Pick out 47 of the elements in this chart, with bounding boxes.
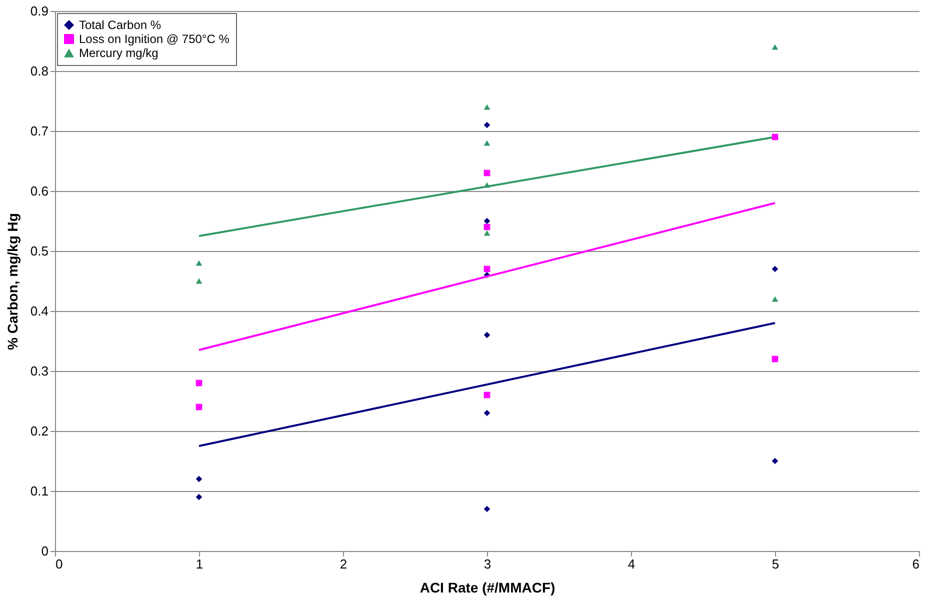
y-tick-label: 0.4 (30, 304, 48, 318)
point (772, 266, 778, 272)
point (484, 224, 490, 230)
y-tick-label: 0.2 (30, 424, 48, 438)
x-tick-label: 6 (912, 556, 920, 572)
x-tick-label: 4 (628, 556, 636, 572)
point (196, 278, 202, 284)
point (196, 476, 202, 482)
x-tick-label: 5 (772, 556, 780, 572)
x-tick-label: 1 (196, 556, 204, 572)
legend-label: Total Carbon % (79, 18, 162, 32)
point (484, 104, 490, 110)
point (484, 170, 490, 176)
y-tick-label: 0.6 (30, 184, 48, 198)
legend-label: Mercury mg/kg (79, 46, 158, 60)
point (196, 260, 202, 266)
legend-label: Loss on Ignition @ 750°C % (79, 32, 230, 46)
y-tick-label: 0.9 (30, 4, 48, 18)
point (196, 404, 202, 410)
point (484, 122, 490, 128)
point (484, 266, 490, 272)
x-tick-label: 2 (340, 556, 348, 572)
point (484, 410, 490, 416)
point (772, 356, 778, 362)
point (484, 392, 490, 398)
y-tick-label: 0.3 (30, 364, 48, 378)
x-tick-label: 3 (484, 556, 492, 572)
y-tick-label: 0 (41, 544, 48, 558)
point (484, 506, 490, 512)
point (484, 218, 490, 224)
point (484, 230, 490, 236)
point (484, 332, 490, 338)
point (772, 44, 778, 50)
y-tick-label: 0.1 (30, 484, 48, 498)
x-axis-title: ACI Rate (#/MMACF) (420, 580, 556, 596)
point (484, 140, 490, 146)
point (484, 182, 490, 188)
y-tick-label: 0.8 (30, 64, 48, 78)
point (196, 380, 202, 386)
y-axis-title: % Carbon, mg/kg Hg (4, 213, 20, 350)
point (772, 134, 778, 140)
point (196, 494, 202, 500)
point (772, 458, 778, 464)
x-tick-label: 0 (56, 556, 63, 572)
point (772, 296, 778, 302)
y-tick-label: 0.7 (30, 124, 48, 138)
y-tick-label: 0.5 (30, 244, 48, 258)
